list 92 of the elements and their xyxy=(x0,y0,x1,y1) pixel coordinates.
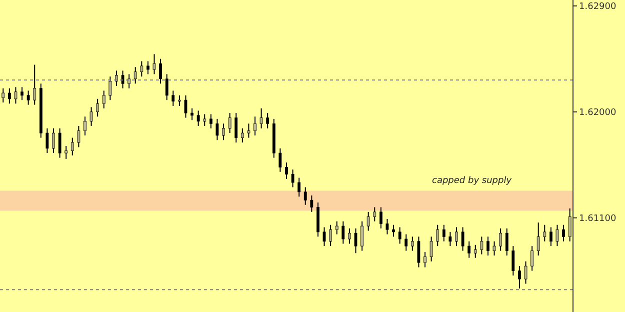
candlestick xyxy=(530,246,534,272)
y-tick-label: 1.62900 xyxy=(579,2,616,12)
candlestick xyxy=(549,226,552,247)
candlestick xyxy=(159,58,162,84)
candlestick xyxy=(430,236,433,262)
candlestick xyxy=(410,236,414,252)
candlestick xyxy=(247,123,250,138)
candlestick xyxy=(121,70,124,89)
candlestick xyxy=(128,74,131,89)
candlestick xyxy=(518,266,521,289)
candlestick xyxy=(234,112,238,143)
candlestick xyxy=(64,145,68,160)
candlestick xyxy=(152,54,156,75)
candlestick xyxy=(46,128,49,154)
candlestick xyxy=(140,60,144,78)
candlestick xyxy=(190,108,194,121)
candlestick xyxy=(543,224,546,242)
candlestick xyxy=(285,162,288,180)
candlestick xyxy=(562,224,565,242)
candlestick xyxy=(329,224,332,247)
y-tick-label: 1.62000 xyxy=(579,108,616,118)
candlestick xyxy=(278,148,282,172)
candlestick xyxy=(417,236,420,268)
candlestick xyxy=(455,226,458,247)
candlestick xyxy=(442,224,446,242)
candlestick xyxy=(486,236,490,256)
candlestick xyxy=(20,86,24,101)
candlestick xyxy=(291,169,294,188)
candlestick xyxy=(404,234,408,252)
candlestick xyxy=(468,240,471,258)
candlestick xyxy=(115,70,118,86)
candlestick xyxy=(392,224,395,238)
candlestick xyxy=(373,206,376,222)
candlestick xyxy=(58,128,62,158)
candlestick xyxy=(96,98,100,118)
candlestick xyxy=(448,231,452,247)
candlestick xyxy=(209,114,212,129)
candlestick xyxy=(556,224,559,247)
candlestick xyxy=(310,194,314,212)
candlestick xyxy=(14,86,18,104)
candlestick xyxy=(298,177,301,198)
candlestick xyxy=(228,112,232,134)
candlestick xyxy=(461,226,464,252)
candlestick xyxy=(379,206,382,229)
candlestick xyxy=(505,228,508,256)
candlestick xyxy=(480,236,484,255)
candlestick xyxy=(499,228,502,252)
candlestick xyxy=(240,128,244,143)
candlestick xyxy=(360,220,364,252)
candlestick xyxy=(322,226,326,247)
candlestick xyxy=(354,228,358,254)
candlestick xyxy=(436,224,440,247)
candlestick xyxy=(70,137,74,156)
candlestick xyxy=(203,114,206,126)
candlestick xyxy=(2,88,5,103)
candlestick xyxy=(524,260,528,284)
candlestick xyxy=(102,90,106,109)
candlestick xyxy=(146,60,150,75)
candlestick xyxy=(474,244,477,258)
candlestick xyxy=(184,94,188,118)
candlestick xyxy=(260,108,263,129)
candlestick xyxy=(512,246,515,276)
candlestick xyxy=(196,110,200,126)
y-tick-label: 1.61100 xyxy=(579,214,616,224)
candlestick xyxy=(386,218,389,235)
candlestick xyxy=(172,90,175,106)
candlestick xyxy=(254,116,256,136)
candlestick xyxy=(216,118,219,141)
candlestick xyxy=(90,106,93,126)
candlestick xyxy=(366,211,370,232)
candlestick xyxy=(33,64,36,106)
candlestick xyxy=(348,228,351,244)
candlestick xyxy=(26,90,30,106)
candlestick xyxy=(568,208,572,242)
candlestick xyxy=(342,220,345,244)
candlestick xyxy=(165,74,168,101)
candlestick xyxy=(304,186,307,206)
candlestick xyxy=(536,222,540,256)
candlestick xyxy=(424,251,426,268)
candlestick xyxy=(178,94,181,106)
candlestick xyxy=(84,116,86,136)
candlestick xyxy=(108,76,112,101)
candlestick xyxy=(492,240,496,256)
candlestick xyxy=(134,66,137,84)
candlestick xyxy=(52,128,55,154)
candlestick xyxy=(8,88,11,104)
candlestick xyxy=(77,125,80,148)
candlestick xyxy=(266,112,270,129)
candlestick xyxy=(335,220,338,235)
annotation: capped by supply xyxy=(432,176,512,186)
candlestick xyxy=(222,123,225,141)
candlestick xyxy=(398,226,402,244)
